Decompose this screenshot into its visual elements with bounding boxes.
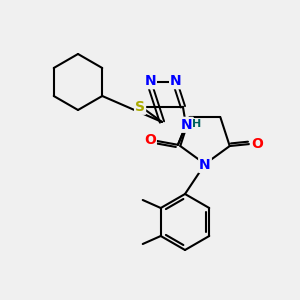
Text: N: N <box>144 74 156 88</box>
Text: O: O <box>144 133 156 147</box>
Text: O: O <box>251 137 263 151</box>
Text: H: H <box>192 119 202 129</box>
Text: N: N <box>181 118 193 132</box>
Text: N: N <box>199 158 211 172</box>
Text: S: S <box>135 100 145 114</box>
Text: N: N <box>170 74 182 88</box>
